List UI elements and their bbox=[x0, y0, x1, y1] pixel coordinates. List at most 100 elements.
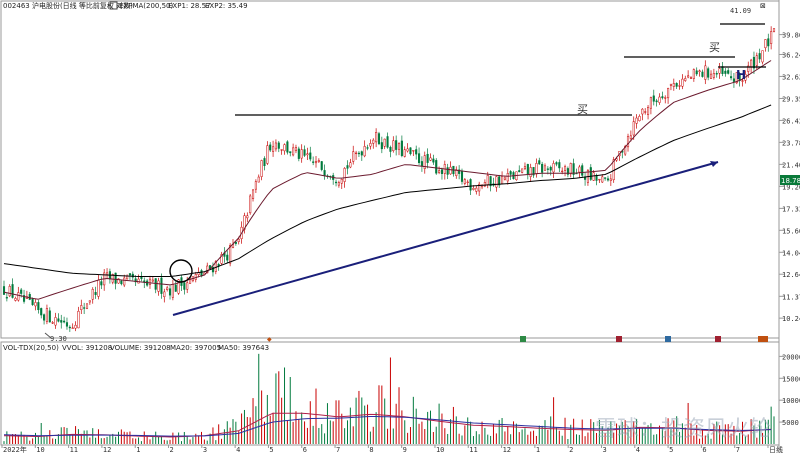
x-tick-label: 3 bbox=[203, 446, 207, 453]
candle-body bbox=[257, 176, 260, 183]
candle-body bbox=[283, 144, 286, 152]
low-marker-pointer bbox=[44, 332, 52, 339]
candle-body bbox=[383, 138, 386, 147]
event-marker-1[interactable]: ◆ bbox=[267, 336, 272, 343]
x-tick-label: 9 bbox=[403, 446, 407, 453]
trend-line[interactable] bbox=[172, 161, 719, 316]
candle-body bbox=[423, 155, 426, 169]
candle-body bbox=[598, 178, 601, 181]
candle-body bbox=[572, 163, 575, 175]
buy-annotation-1: 买 bbox=[577, 103, 588, 116]
candle-body bbox=[649, 97, 652, 109]
candle-body bbox=[360, 151, 363, 156]
candle-body bbox=[440, 169, 444, 175]
x-tick-label: 日线 bbox=[769, 445, 783, 453]
candle-body bbox=[569, 163, 572, 175]
candle-body bbox=[48, 310, 51, 323]
candle-body bbox=[543, 165, 547, 171]
candle-body bbox=[40, 308, 43, 316]
breakout-circle[interactable] bbox=[169, 259, 193, 283]
event-marker-4[interactable] bbox=[665, 336, 671, 342]
candle-body bbox=[297, 148, 300, 159]
candle-body bbox=[595, 175, 598, 181]
x-tick-label: 8 bbox=[369, 446, 373, 453]
candle-body bbox=[641, 108, 644, 115]
candle-body bbox=[475, 187, 478, 192]
h-annotation: H bbox=[736, 68, 746, 82]
candle-body bbox=[695, 70, 698, 75]
candle-body bbox=[472, 188, 475, 190]
candle-body bbox=[266, 145, 269, 164]
candle-body bbox=[131, 273, 134, 278]
candle-body bbox=[449, 166, 452, 175]
candle-body bbox=[463, 179, 466, 184]
candle-body bbox=[65, 322, 69, 327]
x-tick-label: 2 bbox=[569, 446, 573, 453]
candle-body bbox=[380, 142, 383, 150]
candle-body bbox=[306, 153, 309, 156]
candle-body bbox=[704, 65, 707, 80]
candle-body bbox=[752, 56, 756, 69]
vol-ma50-line bbox=[3, 416, 772, 437]
candle-body bbox=[157, 280, 160, 292]
event-marker-5[interactable] bbox=[715, 336, 721, 342]
candle-body bbox=[626, 136, 630, 148]
candle-body bbox=[320, 161, 323, 170]
expma-settings-icon[interactable] bbox=[109, 1, 118, 10]
candle-body bbox=[412, 150, 415, 152]
candle-body bbox=[2, 286, 6, 295]
candle-body bbox=[251, 189, 255, 199]
candle-body bbox=[97, 280, 100, 297]
candle-body bbox=[220, 254, 223, 264]
candle-body bbox=[20, 289, 23, 294]
y-tick-label: 39.86 bbox=[782, 32, 800, 40]
watermark: 雪球：投资风火轮 bbox=[595, 417, 771, 442]
candle-body bbox=[8, 286, 11, 297]
candle-body bbox=[561, 170, 564, 173]
x-tick-label: 5 bbox=[269, 446, 273, 453]
candle-body bbox=[707, 68, 710, 78]
candle-body bbox=[503, 177, 506, 180]
candle-body bbox=[300, 149, 303, 159]
candle-body bbox=[684, 78, 687, 81]
candle-body bbox=[377, 133, 381, 145]
y-tick-label: 26.42 bbox=[782, 117, 800, 125]
candle-body bbox=[415, 149, 418, 155]
candle-body bbox=[151, 279, 154, 282]
x-tick-label: 2022年 bbox=[3, 445, 27, 453]
candle-body bbox=[211, 267, 215, 273]
buy-annotation-2: 买 bbox=[709, 41, 720, 54]
candle-body bbox=[678, 85, 681, 87]
candle-body bbox=[501, 176, 504, 184]
candle-body bbox=[609, 178, 612, 181]
x-tick-label: 2 bbox=[170, 446, 174, 453]
event-marker-2[interactable] bbox=[520, 336, 526, 342]
exp1-label: EXP1: 28.57 bbox=[168, 2, 211, 10]
candle-body bbox=[343, 168, 346, 182]
candle-body bbox=[750, 59, 753, 68]
event-marker-6[interactable] bbox=[758, 336, 768, 342]
current-price-text: 18.78 bbox=[781, 177, 800, 185]
candle-body bbox=[43, 314, 46, 321]
candle-body bbox=[426, 153, 429, 163]
x-tick-label: 3 bbox=[602, 446, 606, 453]
candle-body bbox=[418, 153, 421, 164]
candle-body bbox=[60, 320, 63, 323]
candle-body bbox=[638, 116, 641, 122]
candle-body bbox=[698, 70, 701, 72]
candle-body bbox=[767, 38, 770, 47]
candle-body bbox=[269, 144, 272, 151]
event-marker-3[interactable] bbox=[616, 336, 622, 342]
volume-label: VOLUME: 391208 bbox=[110, 344, 171, 352]
candle-body bbox=[105, 272, 109, 275]
candle-body bbox=[83, 307, 86, 309]
candle-body bbox=[529, 167, 532, 177]
expma-label: EXPMA(200,50) bbox=[119, 2, 173, 10]
candle-body bbox=[337, 182, 340, 186]
candle-body bbox=[489, 176, 492, 187]
candle-body bbox=[352, 151, 355, 162]
candle-body bbox=[701, 71, 704, 77]
close-pane-icon[interactable]: ⊠ bbox=[760, 2, 766, 10]
candle-body bbox=[432, 158, 435, 163]
candle-body bbox=[469, 179, 472, 191]
